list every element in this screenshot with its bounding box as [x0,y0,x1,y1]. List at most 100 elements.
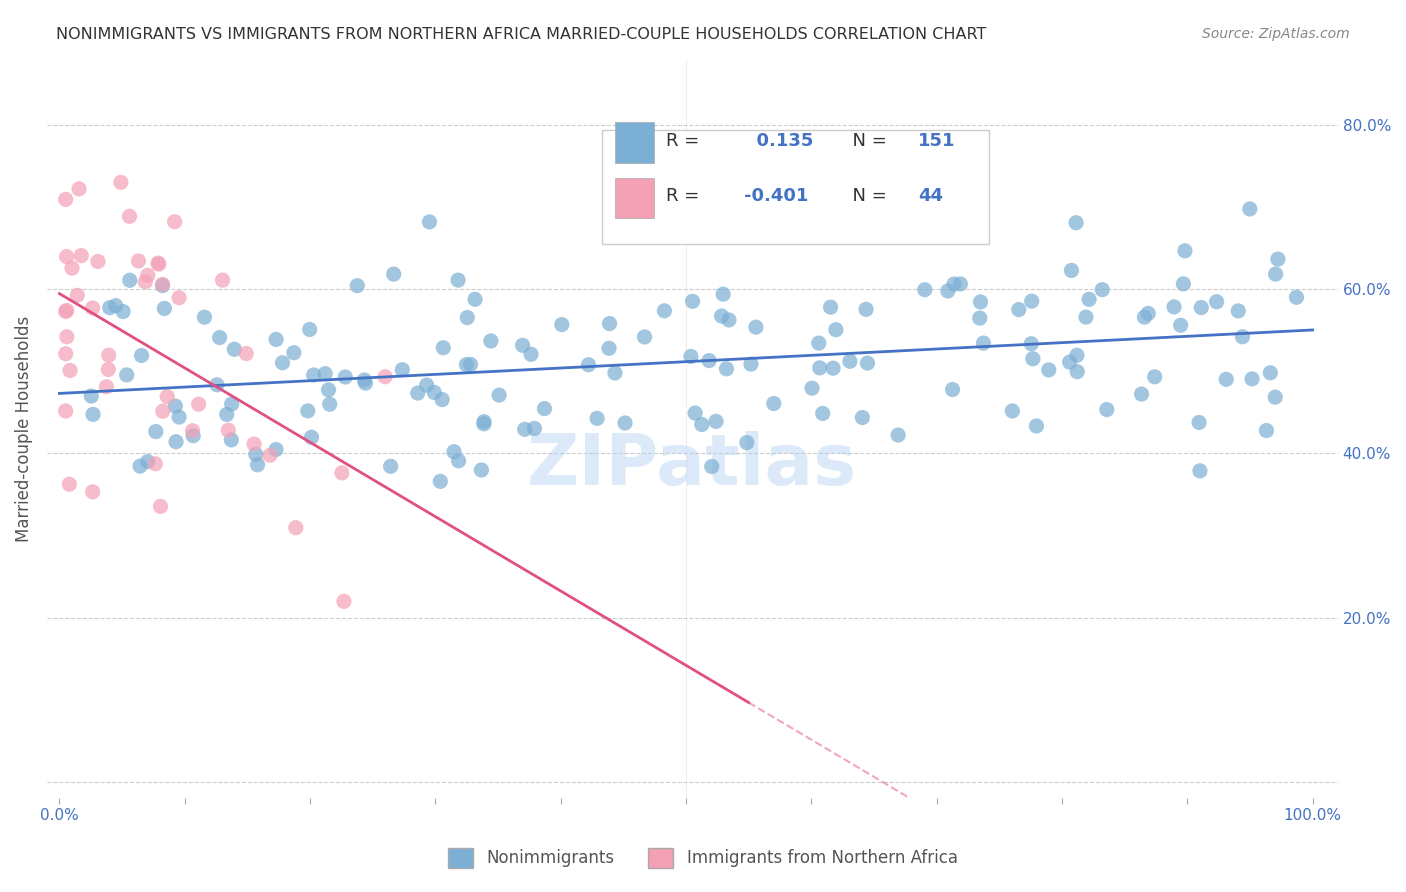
Nonimmigrants [1066,365,1088,379]
Immigrants from Northern Africa [82,484,104,499]
Nonimmigrants [181,429,204,443]
Nonimmigrants [936,284,959,298]
Nonimmigrants [633,330,655,344]
Nonimmigrants [513,422,536,436]
Nonimmigrants [224,343,246,357]
Nonimmigrants [887,428,910,442]
Nonimmigrants [1078,293,1101,307]
Nonimmigrants [1173,277,1195,291]
Nonimmigrants [1260,366,1282,380]
Nonimmigrants [1001,404,1024,418]
Nonimmigrants [1130,387,1153,401]
Bar [614,122,654,163]
Nonimmigrants [264,442,287,457]
Nonimmigrants [118,273,141,287]
Nonimmigrants [807,336,830,351]
Nonimmigrants [1021,294,1043,309]
Nonimmigrants [1232,330,1254,344]
Text: 0.135: 0.135 [744,132,813,150]
Nonimmigrants [302,368,325,382]
Nonimmigrants [167,410,190,425]
Nonimmigrants [145,425,167,439]
Legend: Nonimmigrants, Immigrants from Northern Africa: Nonimmigrants, Immigrants from Northern … [441,841,965,875]
Nonimmigrants [512,338,534,352]
Immigrants from Northern Africa [374,369,396,384]
Nonimmigrants [1267,252,1289,266]
Immigrants from Northern Africa [55,404,77,418]
Nonimmigrants [221,397,243,411]
Immigrants from Northern Africa [330,466,353,480]
Bar [602,129,990,244]
Nonimmigrants [949,277,972,291]
Nonimmigrants [221,433,243,447]
Nonimmigrants [551,318,574,332]
Nonimmigrants [115,368,138,382]
Nonimmigrants [472,417,495,431]
Nonimmigrants [520,347,543,361]
Nonimmigrants [690,417,713,432]
Nonimmigrants [697,353,720,368]
Immigrants from Northern Africa [59,363,82,377]
Nonimmigrants [464,293,486,307]
Nonimmigrants [82,408,104,422]
Nonimmigrants [839,354,862,368]
Nonimmigrants [1241,372,1264,386]
Nonimmigrants [456,310,478,325]
Nonimmigrants [825,323,848,337]
Immigrants from Northern Africa [55,347,77,361]
Text: NONIMMIGRANTS VS IMMIGRANTS FROM NORTHERN AFRICA MARRIED-COUPLE HOUSEHOLDS CORRE: NONIMMIGRANTS VS IMMIGRANTS FROM NORTHER… [56,27,987,42]
Nonimmigrants [443,444,465,458]
Immigrants from Northern Africa [55,193,77,207]
Immigrants from Northern Africa [187,397,209,411]
Nonimmigrants [942,383,965,397]
Nonimmigrants [1170,318,1192,333]
Immigrants from Northern Africa [148,257,170,271]
Nonimmigrants [283,345,305,359]
Nonimmigrants [1022,351,1045,366]
Nonimmigrants [104,299,127,313]
Nonimmigrants [136,455,159,469]
Nonimmigrants [460,358,482,372]
Immigrants from Northern Africa [128,254,150,268]
Nonimmigrants [1038,363,1060,377]
Nonimmigrants [614,416,637,430]
Nonimmigrants [1264,267,1286,281]
Immigrants from Northern Africa [82,301,104,315]
Nonimmigrants [271,356,294,370]
Immigrants from Northern Africa [167,291,190,305]
Nonimmigrants [1143,369,1166,384]
Nonimmigrants [131,349,153,363]
Immigrants from Northern Africa [146,256,169,270]
Nonimmigrants [391,362,413,376]
Nonimmigrants [801,381,824,395]
Immigrants from Northern Africa [284,521,307,535]
Immigrants from Northern Africa [243,437,266,451]
Nonimmigrants [1215,372,1237,386]
Nonimmigrants [152,278,174,293]
Nonimmigrants [717,313,740,327]
Nonimmigrants [1163,300,1185,314]
Text: R =: R = [666,132,706,150]
Nonimmigrants [423,385,446,400]
Nonimmigrants [205,377,228,392]
Text: -0.401: -0.401 [744,187,808,205]
Nonimmigrants [165,399,187,413]
Nonimmigrants [654,303,676,318]
Nonimmigrants [208,330,231,344]
Nonimmigrants [215,408,238,422]
Nonimmigrants [972,336,994,351]
Text: N =: N = [841,187,893,205]
Nonimmigrants [1256,424,1278,438]
Nonimmigrants [98,301,121,315]
Immigrants from Northern Africa [97,362,120,376]
Immigrants from Northern Africa [259,448,281,462]
Immigrants from Northern Africa [211,273,233,287]
Nonimmigrants [1059,355,1081,369]
Nonimmigrants [418,215,440,229]
Nonimmigrants [129,459,152,474]
Nonimmigrants [762,396,785,410]
Nonimmigrants [745,320,768,334]
Immigrants from Northern Africa [143,457,166,471]
Nonimmigrants [354,376,377,391]
Nonimmigrants [112,304,135,318]
